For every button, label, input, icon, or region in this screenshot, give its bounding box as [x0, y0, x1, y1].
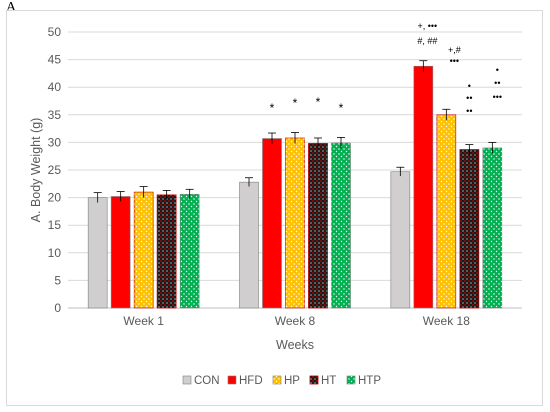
y-tick-label: 5 [54, 273, 61, 287]
annotation-htp: ••• [493, 92, 502, 102]
legend-label-hp: HP [284, 375, 300, 387]
y-tick-label: 30 [48, 135, 62, 149]
y-tick-label: 45 [48, 53, 62, 67]
bars [87, 65, 503, 309]
annotation-hfd-line1: +, ••• [417, 21, 437, 31]
legend-swatch-pattern [347, 376, 355, 384]
legend: CON HFD HP HT HTP [182, 375, 381, 387]
annotation-ht: •• [466, 106, 472, 116]
chart-frame [6, 10, 543, 406]
significance-star: * [339, 101, 344, 115]
legend-swatch-pattern [273, 376, 281, 384]
bar-pattern [436, 114, 456, 308]
annotation-hp-line1: +,# [448, 45, 461, 55]
significance-star: * [270, 101, 275, 115]
annotation-ht: • [468, 81, 471, 91]
y-tick-label: 20 [48, 191, 62, 205]
x-tick-label: Week 18 [423, 314, 470, 328]
y-tick-label: 35 [48, 108, 62, 122]
bar-con-week18 [390, 171, 411, 309]
y-tick-label: 40 [48, 80, 62, 94]
bar-pattern [134, 192, 154, 308]
panel-label: A [6, 0, 17, 15]
y-axis-title: A. Body Weight (g) [29, 118, 43, 223]
bar-pattern [459, 149, 480, 309]
y-tick-label: 0 [54, 301, 61, 315]
x-tick-label: Week 1 [123, 314, 164, 328]
x-axis-title: Weeks [276, 338, 314, 352]
annotation-ht: •• [466, 93, 472, 103]
annotation-htp: • [496, 65, 499, 75]
bar-pattern [308, 143, 328, 309]
y-tick-label: 50 [48, 25, 62, 39]
bar-pattern [482, 147, 502, 308]
bar-con-week1 [87, 197, 108, 309]
bar-hfd-week18 [413, 65, 434, 309]
bar-pattern [331, 142, 351, 308]
bar-pattern [180, 194, 200, 308]
legend-label-htp: HTP [358, 375, 381, 387]
significance-star: * [293, 96, 298, 110]
bar-pattern [156, 194, 177, 309]
y-tick-label: 25 [48, 163, 62, 177]
legend-label-hfd: HFD [239, 375, 263, 387]
bar-hfd-week1 [110, 196, 131, 309]
y-tick-label: 10 [48, 246, 62, 260]
legend-swatch-hfd [227, 375, 237, 385]
legend-label-ht: HT [321, 375, 336, 387]
bar-con-week8 [239, 181, 259, 309]
significance-star: * [316, 95, 321, 109]
y-tick-labels: 0 5 10 15 20 25 30 35 40 45 50 [48, 25, 62, 315]
legend-swatch-con [182, 375, 192, 385]
legend-label-con: CON [194, 375, 220, 387]
error-bars [93, 60, 497, 203]
bar-pattern [285, 137, 305, 308]
annotation-hfd-line2: #, ## [417, 36, 437, 46]
bar-hfd-week8 [262, 138, 282, 309]
legend-swatch-pattern [309, 375, 319, 385]
annotation-hp-line2: ••• [450, 56, 459, 66]
x-tick-label: Week 8 [275, 314, 316, 328]
x-tick-labels: Week 1 Week 8 Week 18 [123, 314, 470, 328]
y-tick-label: 15 [48, 218, 62, 232]
annotation-htp: •• [494, 78, 500, 88]
annotations: * * * *+, •••#, ##+,#•••••••••••••• [270, 21, 502, 116]
